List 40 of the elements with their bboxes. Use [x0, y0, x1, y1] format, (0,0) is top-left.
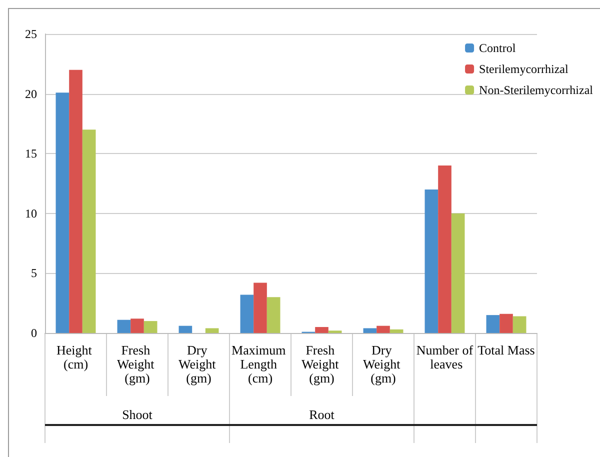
bar [144, 321, 158, 333]
bar [130, 318, 144, 333]
bar [424, 189, 438, 333]
bar [56, 92, 70, 333]
x-tick-label: Dry Weight (gm) [363, 342, 404, 386]
bar [178, 326, 192, 333]
text: Root [309, 407, 335, 422]
x-tick-label: Total Mass [478, 342, 535, 358]
bar [82, 130, 96, 333]
bar [69, 70, 82, 333]
x-tick-label: Fresh Weight (gm) [302, 342, 342, 386]
bar [451, 213, 465, 333]
bar [315, 327, 328, 333]
bar [512, 316, 526, 333]
bar [438, 166, 452, 333]
y-tick-label: 10 [25, 206, 37, 220]
x-tick-label: Fresh Weight (gm) [117, 342, 158, 386]
bar [390, 329, 404, 333]
bar [205, 328, 219, 333]
x-tick-label: Dry Weight (gm) [178, 342, 219, 386]
bar [376, 326, 390, 333]
x-tick-label: Height (cm) [56, 342, 96, 372]
bar [500, 314, 513, 333]
text: Shoot [122, 407, 153, 422]
y-tick-label: 20 [25, 86, 37, 101]
bar [117, 320, 131, 333]
bar [254, 282, 267, 333]
y-tick-label: 5 [31, 266, 37, 280]
bar [266, 297, 280, 333]
x-tick-label: Maximum Length (cm) [232, 342, 289, 386]
y-tick-label: 25 [25, 27, 37, 41]
bar [240, 294, 254, 333]
bar [486, 315, 500, 333]
legend-label: Sterilemycorrhizal [479, 62, 570, 76]
legend-label: Non-Sterilemycorrhizal [479, 83, 594, 97]
y-tick-label: 0 [31, 326, 37, 340]
bar [363, 328, 377, 333]
legend-label: Control [479, 41, 516, 55]
y-tick-label: 15 [25, 146, 37, 161]
x-tick-label: Number of leaves [416, 342, 474, 372]
